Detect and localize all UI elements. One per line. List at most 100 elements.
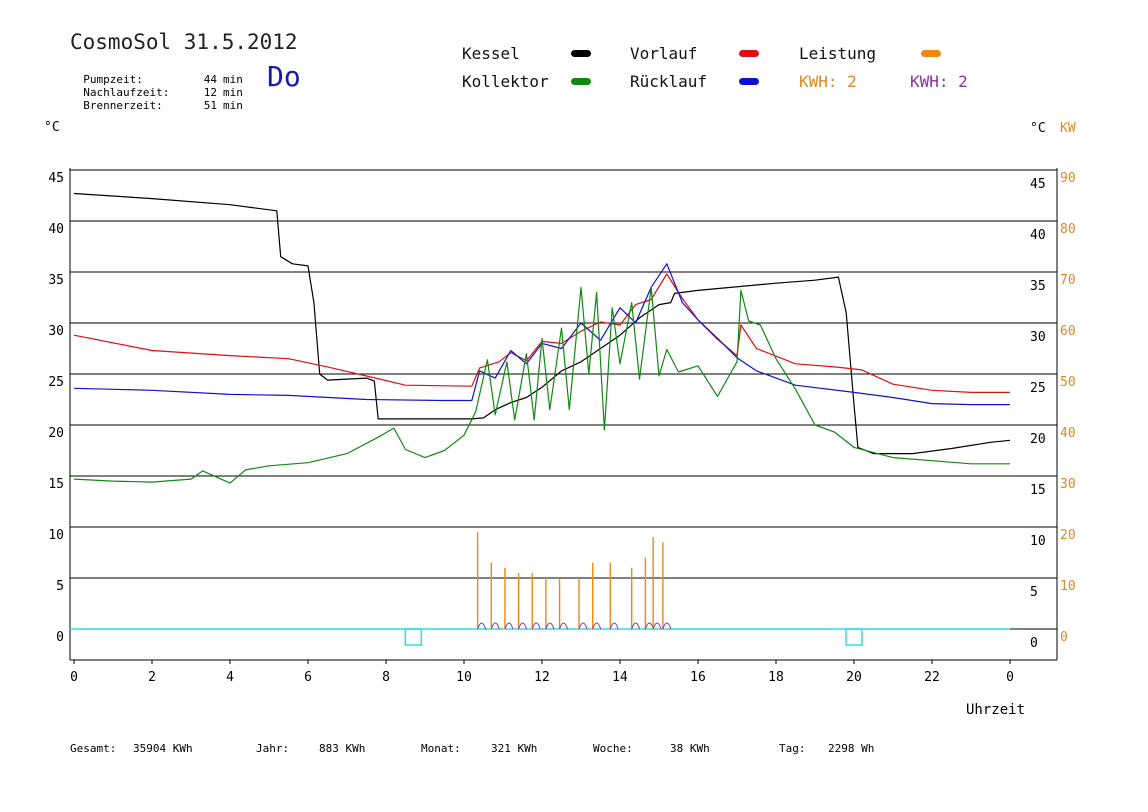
y-right-tick-label: 5 [1030, 585, 1038, 600]
kwh-hump [504, 622, 514, 630]
y-tick-label: 0 [56, 630, 64, 645]
y2-tick-label: 40 [1060, 426, 1076, 441]
y-right-tick-label: 35 [1030, 279, 1046, 294]
y-right-tick-label: 15 [1030, 483, 1046, 498]
x-tick-label: 14 [612, 670, 628, 685]
vorlauf-line [73, 273, 1010, 393]
legend-kwh-second: KWH: 2 [910, 72, 968, 91]
footer-value: 321 KWh [491, 742, 538, 755]
y-tick-label: 25 [48, 375, 64, 390]
weekday-label: Do [267, 60, 301, 93]
kwh-hump [592, 622, 602, 630]
right-axis-unit: °C [1030, 121, 1046, 136]
x-tick-label: 8 [382, 670, 390, 685]
kwh-hump [518, 622, 528, 630]
footer-label: Monat: [421, 742, 461, 755]
kwh-hump [644, 622, 654, 630]
footer-jahr: Jahr: 883 KWh [256, 742, 365, 755]
y2-tick-label: 20 [1060, 528, 1076, 543]
footer-value: 883 KWh [319, 742, 366, 755]
kwh-hump [531, 622, 541, 630]
stat-pumpzeit: Pumpzeit: 44 min [70, 60, 243, 86]
kwh-hump [477, 622, 487, 630]
footer-woche: Woche: 38 KWh [593, 742, 710, 755]
kessel-line [73, 192, 1011, 455]
stat-label: Brennerzeit: [83, 99, 163, 112]
stat-brennerzeit: Brennerzeit: 51 min [70, 86, 243, 112]
x-tick-label: 4 [226, 670, 234, 685]
footer-label: Jahr: [256, 742, 290, 755]
footer-value: 35904 KWh [133, 742, 193, 755]
y-tick-label: 45 [48, 171, 64, 186]
legend-leistung-label: Leistung [799, 44, 877, 63]
footer-gesamt: Gesamt: 35904 KWh [70, 742, 193, 755]
legend-kollektor-label: Kollektor [462, 72, 549, 91]
legend-ruecklauf-swatch [739, 78, 759, 85]
x-tick-label: 10 [456, 670, 472, 685]
kwh-hump [578, 622, 588, 630]
y-tick-label: 10 [48, 528, 64, 543]
footer-label: Woche: [593, 742, 633, 755]
y-tick-label: 15 [48, 477, 64, 492]
legend-kessel-label: Kessel [462, 44, 520, 63]
y2-tick-label: 0 [1060, 630, 1068, 645]
y-tick-label: 30 [48, 324, 64, 339]
legend-leistung-swatch [921, 50, 941, 57]
footer-value: 2298 Wh [828, 742, 875, 755]
y-right-tick-label: 25 [1030, 381, 1046, 396]
y2-tick-label: 10 [1060, 579, 1076, 594]
pump-marker [845, 628, 863, 646]
pump-marker [404, 628, 423, 646]
stat-unit: min [223, 86, 243, 99]
footer-monat: Monat: 321 KWh [421, 742, 537, 755]
y-tick-label: 20 [48, 426, 64, 441]
footer-value: 38 KWh [670, 742, 710, 755]
y2-tick-label: 30 [1060, 477, 1076, 492]
legend-vorlauf-label: Vorlauf [630, 44, 698, 63]
y2-tick-label: 50 [1060, 375, 1076, 390]
x-tick-label: 20 [846, 670, 862, 685]
y-right-tick-label: 45 [1030, 177, 1046, 192]
y2-tick-label: 80 [1060, 222, 1076, 237]
stat-label: Pumpzeit: [83, 73, 143, 86]
x-tick-label: 12 [534, 670, 550, 685]
x-tick-label: 6 [304, 670, 312, 685]
y-tick-label: 5 [56, 579, 64, 594]
x-tick-label: 22 [924, 670, 940, 685]
x-tick-label: 18 [768, 670, 784, 685]
ruecklauf-line [73, 263, 1010, 406]
stat-value: 12 [203, 86, 217, 99]
y-tick-label: 40 [48, 222, 64, 237]
stat-nachlaufzeit: Nachlaufzeit: 12 min [70, 73, 243, 99]
y-right-tick-label: 0 [1030, 636, 1038, 651]
left-axis-unit: °C [44, 120, 60, 135]
y2-tick-label: 90 [1060, 171, 1076, 186]
y-tick-label: 35 [48, 273, 64, 288]
kwh-hump [559, 622, 569, 630]
kwh-hump [490, 622, 500, 630]
stat-value: 44 [203, 73, 217, 86]
y-right-tick-label: 30 [1030, 330, 1046, 345]
legend-ruecklauf-label: Rücklauf [630, 72, 708, 91]
y-right-tick-label: 10 [1030, 534, 1046, 549]
stat-unit: min [223, 73, 243, 86]
footer-label: Gesamt: [70, 742, 117, 755]
legend-kollektor-swatch [571, 78, 591, 85]
kwh-hump [631, 622, 641, 630]
y2-tick-label: 70 [1060, 273, 1076, 288]
kwh-hump [662, 622, 672, 630]
footer-tag: Tag: 2298 Wh [779, 742, 874, 755]
kwh-hump [545, 622, 555, 630]
kwh-hump [652, 622, 662, 630]
footer-label: Tag: [779, 742, 806, 755]
y2-tick-label: 60 [1060, 324, 1076, 339]
kollektor-line [73, 286, 1010, 484]
stat-value: 51 [203, 99, 217, 112]
stat-unit: min [223, 99, 243, 112]
legend-kessel-swatch [571, 50, 591, 57]
y-right-tick-label: 20 [1030, 432, 1046, 447]
y-right-tick-label: 40 [1030, 228, 1046, 243]
x-tick-label: 0 [70, 670, 78, 685]
x-axis-label: Uhrzeit [966, 702, 1026, 718]
